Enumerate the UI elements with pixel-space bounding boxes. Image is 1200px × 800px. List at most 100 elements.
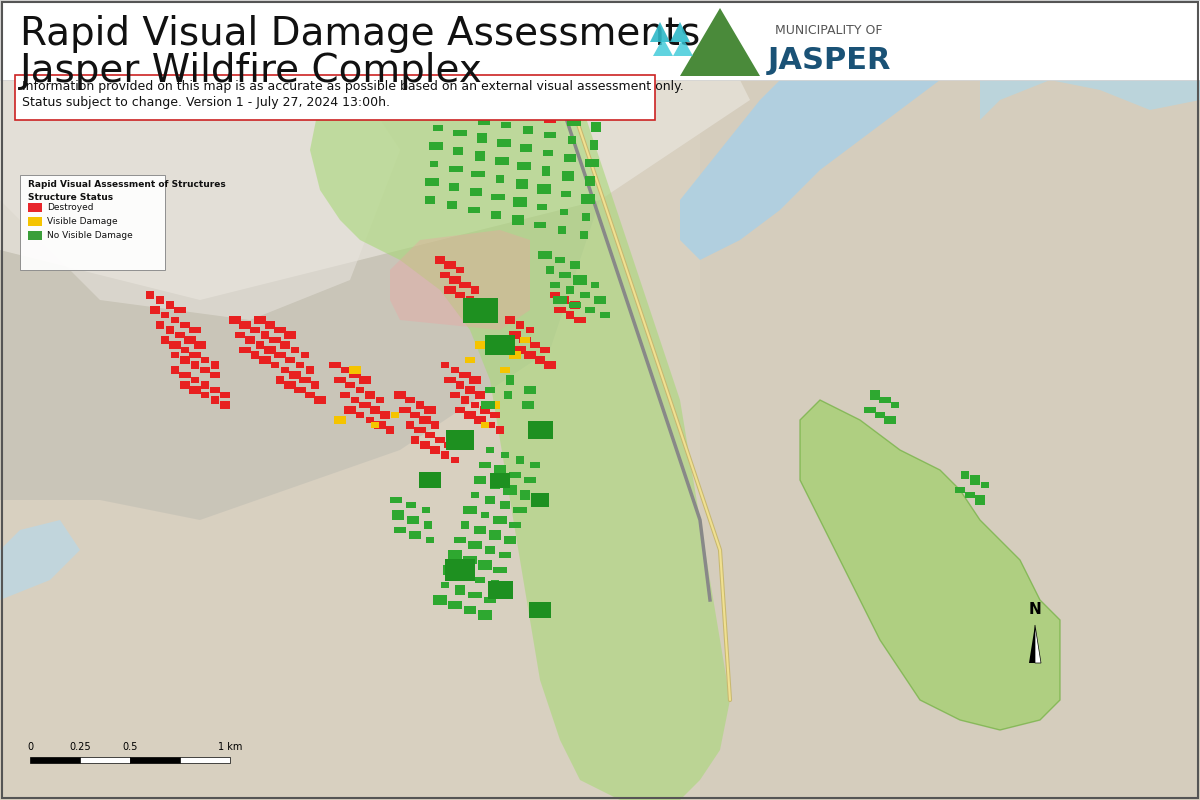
Bar (436, 255, 445, 265)
Polygon shape (0, 0, 750, 300)
Text: No Visible Damage: No Visible Damage (47, 230, 133, 239)
Bar (448, 601, 462, 610)
Bar (590, 122, 601, 132)
Bar (518, 337, 532, 343)
Bar (535, 357, 545, 363)
Bar (439, 272, 450, 278)
Bar (524, 386, 536, 394)
Bar (530, 493, 550, 507)
Bar (565, 286, 575, 294)
Bar (431, 421, 439, 429)
Bar (490, 481, 500, 489)
Bar (878, 397, 892, 403)
Bar (341, 392, 349, 398)
Bar (556, 257, 565, 263)
Polygon shape (680, 8, 760, 76)
Bar (458, 571, 472, 578)
Bar (544, 132, 556, 138)
Bar (428, 142, 444, 150)
Bar (485, 422, 496, 428)
Bar (436, 106, 444, 114)
Bar (455, 586, 466, 594)
Bar (172, 317, 179, 323)
Bar (167, 301, 174, 310)
Bar (503, 485, 517, 495)
Bar (475, 302, 485, 307)
Bar (472, 402, 479, 408)
Bar (504, 536, 516, 544)
Bar (281, 341, 289, 349)
Polygon shape (1034, 625, 1042, 663)
Bar (485, 386, 494, 394)
Bar (406, 502, 416, 509)
Text: Information provided on this map is as accurate as possible based on an external: Information provided on this map is as a… (22, 80, 684, 93)
Bar (522, 401, 534, 410)
Bar (433, 126, 443, 130)
Bar (547, 95, 562, 102)
Bar (965, 492, 974, 498)
Bar (485, 43, 499, 53)
Polygon shape (680, 0, 1000, 260)
Text: MUNICIPALITY OF: MUNICIPALITY OF (775, 24, 882, 37)
Bar (481, 98, 491, 106)
Bar (436, 90, 449, 94)
Bar (500, 122, 511, 128)
Bar (955, 487, 965, 493)
Bar (450, 457, 460, 463)
Bar (190, 352, 200, 358)
Text: Jasper Wildfire Complex: Jasper Wildfire Complex (20, 52, 482, 90)
Bar (145, 291, 155, 298)
Bar (150, 306, 161, 314)
Bar (433, 595, 448, 605)
Bar (516, 456, 524, 464)
Bar (424, 522, 432, 529)
Bar (235, 332, 245, 338)
Bar (419, 472, 442, 488)
Bar (184, 336, 197, 344)
Bar (580, 231, 588, 239)
Bar (470, 493, 480, 498)
Bar (890, 402, 899, 408)
Polygon shape (1030, 625, 1034, 663)
Bar (522, 108, 538, 116)
Bar (594, 296, 606, 304)
Bar (391, 413, 400, 418)
Bar (366, 417, 374, 423)
Polygon shape (980, 0, 1200, 120)
Bar (161, 336, 169, 344)
Bar (174, 307, 186, 313)
Bar (532, 95, 539, 105)
Bar (529, 602, 551, 618)
Bar (568, 118, 581, 126)
Bar (430, 161, 438, 167)
Bar (220, 401, 230, 409)
Bar (439, 70, 449, 78)
Bar (479, 462, 491, 468)
Bar (600, 312, 610, 318)
Bar (284, 331, 296, 338)
Bar (512, 506, 527, 514)
Bar (547, 114, 557, 120)
Bar (505, 317, 515, 323)
Bar (14, 75, 655, 120)
Bar (462, 75, 470, 82)
Bar (569, 302, 581, 308)
Bar (509, 522, 522, 528)
Bar (524, 350, 536, 359)
Bar (456, 407, 464, 413)
Bar (499, 367, 510, 373)
Bar (568, 136, 576, 144)
Bar (589, 141, 599, 150)
Bar (494, 158, 509, 165)
Bar (296, 362, 304, 368)
Bar (359, 402, 371, 408)
Bar (422, 506, 430, 514)
Bar (180, 381, 190, 390)
Bar (520, 92, 530, 98)
Bar (211, 361, 218, 370)
Bar (274, 327, 286, 333)
Bar (451, 367, 460, 373)
Bar (494, 465, 505, 475)
Bar (558, 226, 566, 234)
Bar (581, 194, 595, 203)
